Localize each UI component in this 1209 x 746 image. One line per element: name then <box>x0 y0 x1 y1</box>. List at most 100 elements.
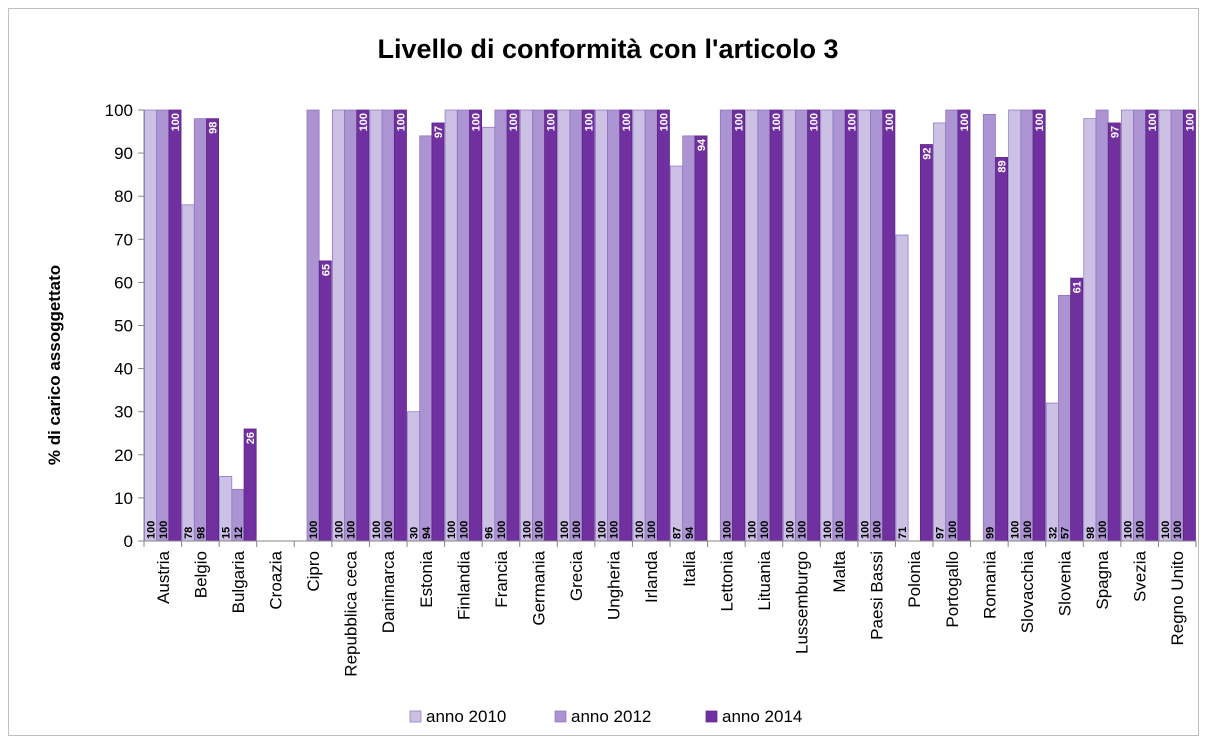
bar <box>1008 109 1022 542</box>
data-label: 100 <box>1135 521 1147 539</box>
data-label: 100 <box>947 521 959 539</box>
bar <box>933 122 947 542</box>
data-label: 26 <box>245 432 257 444</box>
bar <box>532 109 545 542</box>
x-tick-label: Ungheria <box>605 550 624 620</box>
data-label: 100 <box>146 521 158 539</box>
bar <box>444 109 458 542</box>
bar <box>193 118 207 542</box>
bar <box>644 109 658 542</box>
data-label: 98 <box>195 527 207 539</box>
data-label: 100 <box>759 521 771 539</box>
y-axis: 0 10 20 30 40 50 60 70 80 90 100 <box>105 101 145 551</box>
bar <box>318 260 332 542</box>
x-tick-label: Belgio <box>191 551 210 598</box>
x-tick-label: Bulgaria <box>229 550 248 613</box>
x-tick-label: Polonia <box>905 550 924 607</box>
bar <box>1170 109 1184 542</box>
bar <box>581 109 595 542</box>
x-tick-label: Lussemburgo <box>793 551 812 654</box>
y-tick-label: 100 <box>105 101 133 120</box>
data-label: 100 <box>170 113 182 131</box>
data-label: 100 <box>721 521 733 539</box>
data-label: 100 <box>596 521 608 539</box>
bar <box>732 109 746 542</box>
bar <box>331 109 345 542</box>
bar <box>670 165 684 542</box>
data-label: 98 <box>208 122 220 134</box>
data-label: 100 <box>846 113 858 131</box>
bar <box>456 109 470 542</box>
data-label: 100 <box>884 113 896 131</box>
bar <box>1070 277 1084 542</box>
y-tick-label: 10 <box>114 489 133 508</box>
x-tick-label: Lituania <box>755 550 774 610</box>
data-label: 100 <box>1034 113 1046 131</box>
bar <box>1058 294 1071 542</box>
data-label: 100 <box>446 521 458 539</box>
x-tick-label: Cipro <box>304 551 323 592</box>
bar <box>369 109 383 542</box>
data-label: 96 <box>484 527 496 539</box>
bar <box>156 109 170 542</box>
data-label: 100 <box>308 521 320 539</box>
x-tick-label: Grecia <box>567 550 586 601</box>
data-label: 100 <box>333 521 345 539</box>
data-label: 92 <box>921 147 933 159</box>
bar <box>506 109 520 542</box>
data-label: 100 <box>834 521 846 539</box>
y-tick-label: 20 <box>114 446 133 465</box>
data-label: 100 <box>1184 113 1196 131</box>
x-tick-label: Austria <box>154 550 173 603</box>
bar <box>957 109 971 542</box>
bar <box>206 118 220 542</box>
data-label: 100 <box>371 521 383 539</box>
data-label: 89 <box>997 160 1009 172</box>
data-label: 78 <box>183 527 195 539</box>
x-tick-label: Regno Unito <box>1168 551 1187 646</box>
legend: anno 2010 anno 2012 anno 2014 <box>409 707 802 726</box>
bar <box>557 109 571 542</box>
data-label: 100 <box>621 113 633 131</box>
data-label: 99 <box>984 527 996 539</box>
bar <box>769 109 783 542</box>
data-label: 100 <box>734 113 746 131</box>
data-labels-group: 100 78 15 100 100 30 100 96 100 100 100 100 87 100 100… <box>146 113 1197 539</box>
x-tick-label: Danimarca <box>379 550 398 633</box>
data-label: 100 <box>546 113 558 131</box>
data-label: 100 <box>583 113 595 131</box>
bar <box>181 204 195 542</box>
x-tick-label: Spagna <box>1093 550 1112 609</box>
data-label: 100 <box>747 521 759 539</box>
data-label: 100 <box>872 521 884 539</box>
bar <box>882 109 896 542</box>
bar <box>820 109 834 542</box>
bar <box>870 109 884 542</box>
data-label: 100 <box>771 113 783 131</box>
bar <box>656 109 670 542</box>
bar <box>544 109 558 542</box>
x-tick-label: Finlandia <box>454 550 473 620</box>
data-label: 100 <box>1160 521 1172 539</box>
bar <box>594 109 608 542</box>
data-label: 100 <box>646 521 658 539</box>
x-tick-label: Romania <box>980 550 999 619</box>
data-label: 98 <box>1085 527 1097 539</box>
bar <box>1182 109 1196 542</box>
data-label: 97 <box>433 126 445 138</box>
data-label: 100 <box>822 521 834 539</box>
bar <box>393 109 407 542</box>
x-tick-label: Irlanda <box>642 550 661 603</box>
y-tick-label: 40 <box>114 360 133 379</box>
bar <box>844 109 858 542</box>
bar <box>895 234 909 542</box>
bar <box>619 109 633 542</box>
x-tick-label: Slovenia <box>1056 550 1075 616</box>
bar <box>482 126 496 542</box>
bar <box>1145 109 1159 542</box>
bar <box>1095 109 1109 542</box>
data-label: 94 <box>696 138 708 151</box>
bars-group <box>144 109 1196 542</box>
bar <box>419 135 433 542</box>
data-label: 100 <box>1172 521 1184 539</box>
